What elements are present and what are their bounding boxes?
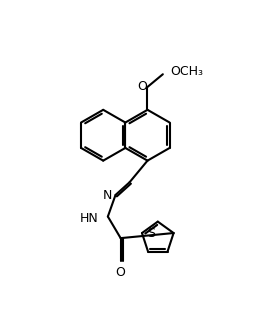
Text: S: S <box>147 227 155 240</box>
Text: O: O <box>137 80 147 94</box>
Text: O: O <box>116 266 126 279</box>
Text: N: N <box>102 189 112 202</box>
Text: OCH₃: OCH₃ <box>171 66 204 78</box>
Text: HN: HN <box>80 212 99 225</box>
